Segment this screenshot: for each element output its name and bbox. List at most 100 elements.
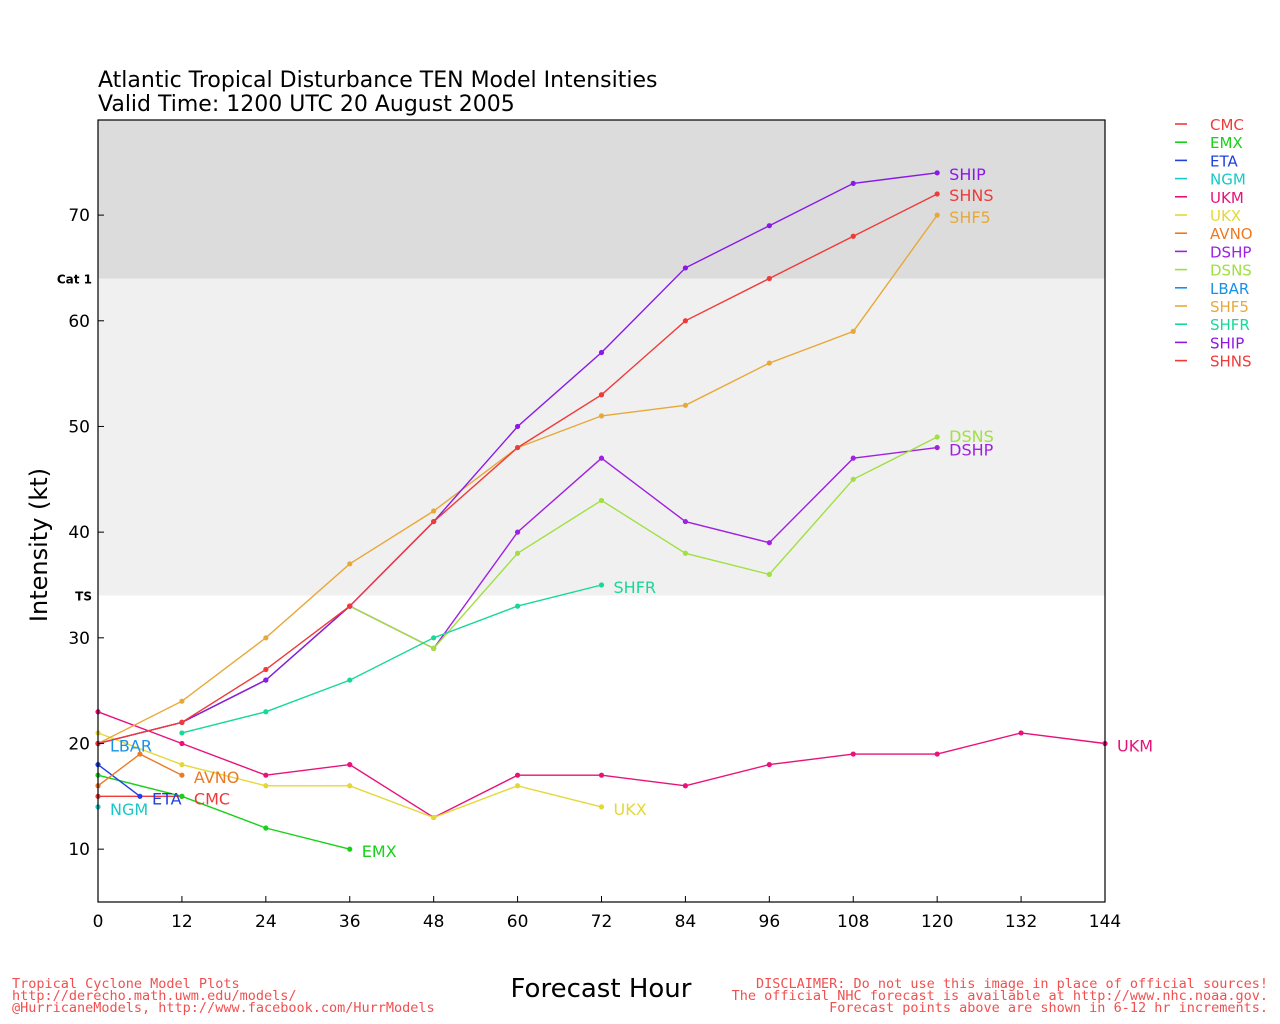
data-point-shns — [598, 392, 605, 398]
data-point-dsns — [934, 434, 940, 440]
data-point-dsns — [766, 571, 772, 578]
end-label-ukm: UKM — [1117, 736, 1153, 755]
legend-label: ETA — [1210, 152, 1238, 170]
series-line-shfr — [181, 584, 602, 734]
end-label-lbar: LBAR — [110, 736, 152, 755]
data-point-avno — [137, 751, 143, 757]
legend-label: SHNS — [1210, 353, 1252, 371]
x-tick-label: 36 — [339, 912, 361, 932]
data-point-dshp — [598, 455, 605, 461]
data-point-emx — [263, 825, 269, 831]
series-shns — [95, 191, 940, 747]
data-point-shfr — [179, 730, 185, 736]
data-point-shf5 — [598, 413, 605, 419]
series-shfr — [179, 582, 605, 736]
end-label-ukx: UKX — [614, 800, 647, 819]
end-label-avno: AVNO — [194, 768, 239, 787]
footer-left-line-1: Tropical Cyclone Model Plots — [12, 976, 240, 992]
legend-label: UKM — [1210, 189, 1244, 207]
data-point-shfr — [431, 635, 437, 641]
end-label-ngm: NGM — [110, 800, 148, 819]
end-label-dshp: DSHP — [949, 441, 994, 460]
data-point-dshp — [682, 518, 689, 525]
data-point-ukm — [514, 772, 521, 778]
y-tick-label: 10 — [68, 840, 90, 860]
end-label-shns: SHNS — [949, 186, 993, 205]
data-point-emx — [179, 793, 185, 799]
series-avno — [95, 751, 185, 789]
data-point-shns — [431, 518, 437, 525]
data-point-dshp — [766, 540, 772, 546]
data-point-ship — [514, 423, 521, 430]
data-point-ukx — [347, 783, 353, 789]
y-axis-ticks: TS Cat 1 10 20 30 40 50 60 70 — [57, 206, 104, 860]
data-point-shf5 — [263, 635, 269, 641]
data-point-ship — [766, 223, 772, 229]
data-point-ukx — [431, 814, 437, 821]
data-point-ukm — [598, 772, 605, 778]
series-line-avno — [97, 753, 183, 787]
data-point-ship — [263, 677, 269, 683]
hurricane-band — [98, 120, 1105, 279]
data-point-shfr — [263, 709, 269, 715]
legend-item-ngm: NGM — [1175, 171, 1246, 189]
data-point-dsns — [431, 645, 437, 651]
legend-item-ship: SHIP — [1175, 334, 1244, 352]
data-point-shf5 — [850, 328, 856, 334]
series-ukm — [95, 709, 1108, 821]
data-point-ukm — [766, 762, 772, 768]
data-point-ukx — [179, 762, 185, 768]
footer-right: DISCLAIMER: Do not use this image in pla… — [732, 976, 1268, 1016]
legend-label: NGM — [1210, 171, 1246, 189]
data-point-emx — [347, 846, 353, 852]
data-point-shf5 — [934, 212, 940, 218]
threshold-label-cat-1: Cat 1 — [57, 273, 92, 287]
data-point-shf5 — [347, 561, 353, 567]
x-tick-label: 144 — [1089, 912, 1121, 932]
data-point-shns — [347, 603, 353, 609]
chart-subtitle: Valid Time: 1200 UTC 20 August 2005 — [98, 92, 515, 117]
data-point-shf5 — [431, 508, 437, 514]
data-point-ship — [598, 349, 605, 356]
footer-right-line-2: The official NHC forecast is available a… — [732, 988, 1268, 1004]
legend-item-emx: EMX — [1175, 134, 1243, 152]
data-point-ukx — [598, 804, 605, 810]
data-point-shfr — [347, 677, 353, 683]
data-point-ukx — [263, 783, 269, 789]
data-point-shns — [179, 719, 185, 725]
legend-item-ukx: UKX — [1175, 207, 1241, 225]
x-tick-label: 96 — [759, 912, 781, 932]
x-tick-label: 120 — [921, 912, 953, 932]
data-point-dshp — [850, 455, 856, 461]
x-tick-label: 108 — [837, 912, 869, 932]
x-tick-label: 12 — [171, 912, 193, 932]
legend-item-eta: ETA — [1175, 152, 1238, 170]
data-point-shf5 — [179, 698, 185, 704]
data-point-shns — [263, 666, 269, 673]
end-label-dsns: DSNS — [949, 427, 994, 446]
y-tick-label: 20 — [68, 734, 90, 754]
series-line-ukm — [97, 711, 1106, 819]
legend-label: DSHP — [1210, 243, 1251, 261]
x-axis-label: Forecast Hour — [511, 974, 692, 1004]
legend-item-lbar: LBAR — [1175, 280, 1249, 298]
data-point-dsns — [598, 497, 605, 504]
data-point-ukm — [347, 762, 353, 768]
data-point-dsns — [850, 476, 856, 482]
footer-right-line-3: Forecast points above are shown in 6-12 … — [829, 1000, 1268, 1016]
legend-label: SHFR — [1210, 316, 1250, 334]
footer-left-line-2: http://derecho.math.uwm.edu/models/ — [12, 988, 296, 1004]
x-tick-label: 24 — [255, 912, 277, 932]
legend-label: CMC — [1210, 116, 1244, 134]
legend-item-shf5: SHF5 — [1175, 298, 1249, 316]
x-tick-label: 72 — [591, 912, 613, 932]
series-ukx — [95, 730, 605, 821]
legend-label: LBAR — [1210, 280, 1249, 298]
data-point-ukm — [179, 740, 185, 747]
data-point-shns — [766, 275, 772, 282]
end-label-ship: SHIP — [949, 165, 986, 184]
x-tick-label: 84 — [675, 912, 697, 932]
data-point-ukm — [682, 783, 689, 789]
end-label-eta: ETA — [152, 789, 182, 808]
